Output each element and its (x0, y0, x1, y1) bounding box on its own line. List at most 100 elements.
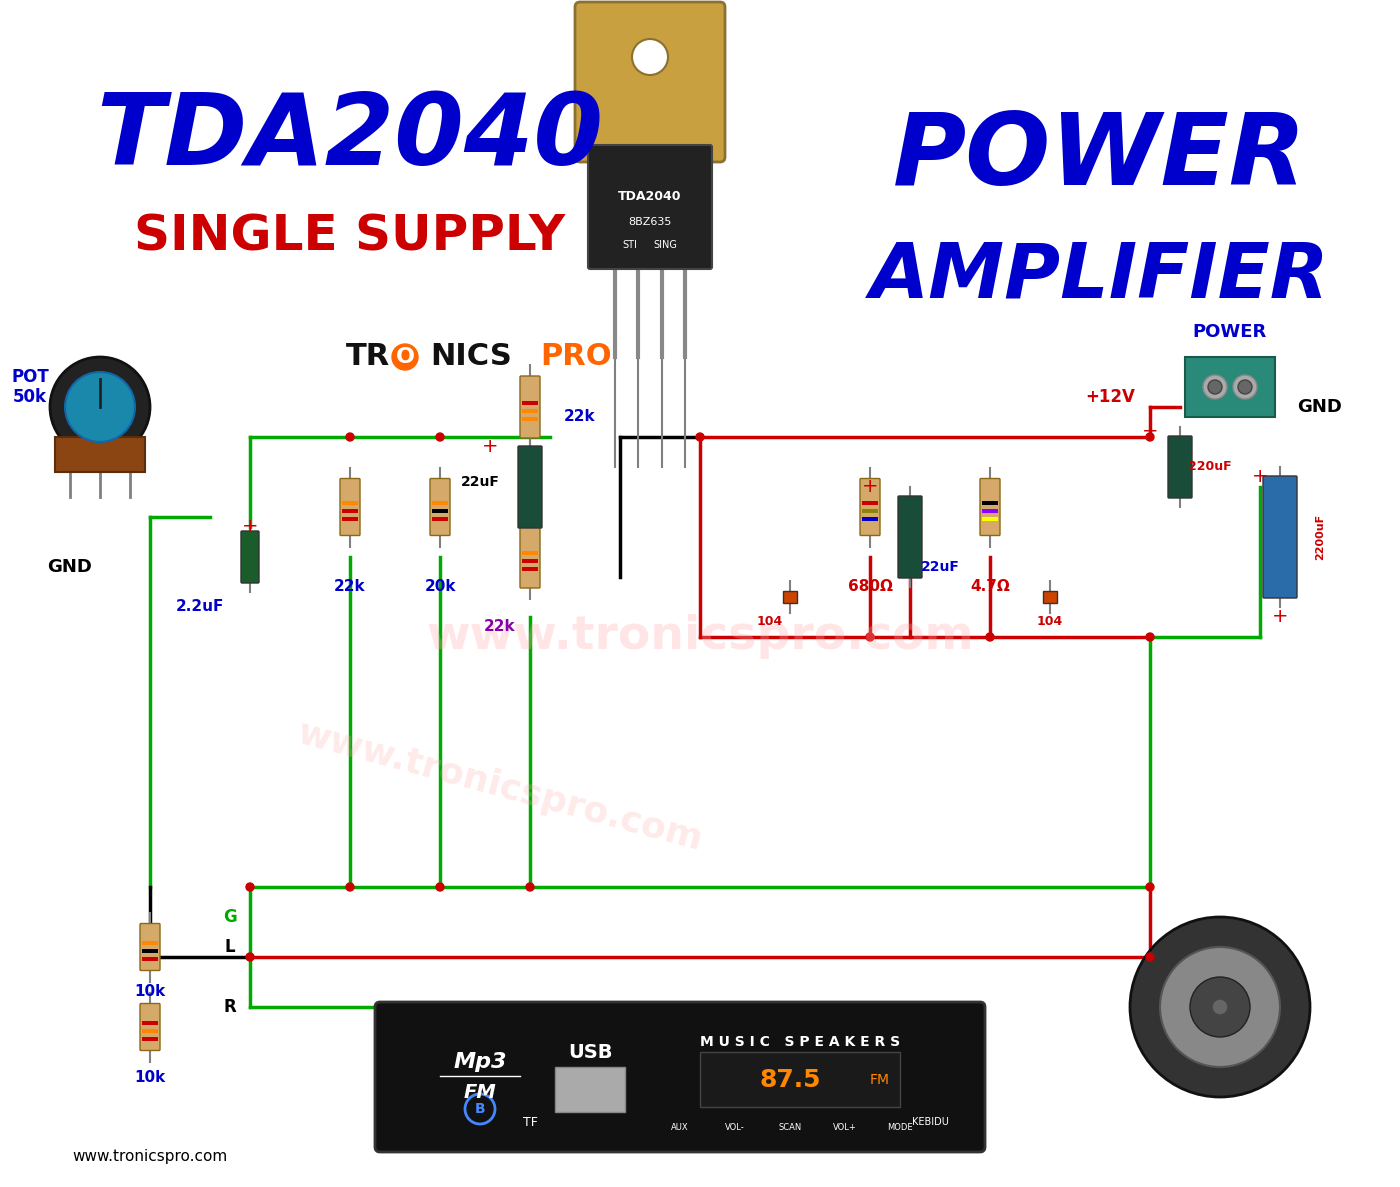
Text: USB: USB (568, 1042, 612, 1061)
Bar (141, 950, 158, 953)
Text: 87.5: 87.5 (759, 1068, 820, 1092)
FancyBboxPatch shape (340, 478, 360, 535)
FancyBboxPatch shape (375, 1002, 986, 1153)
Text: 22k: 22k (564, 410, 596, 425)
Bar (981, 490, 998, 494)
Circle shape (1147, 633, 1154, 641)
Bar (862, 490, 878, 494)
Text: MODE: MODE (888, 1123, 913, 1131)
Text: 8BZ635: 8BZ635 (629, 217, 672, 227)
Text: +12V: +12V (1085, 388, 1135, 406)
Text: FM: FM (869, 1073, 890, 1087)
Text: 220uF: 220uF (1189, 461, 1232, 474)
Circle shape (1130, 918, 1310, 1097)
Bar (141, 1021, 158, 1024)
FancyBboxPatch shape (140, 1003, 160, 1050)
Circle shape (1190, 977, 1250, 1037)
Text: GND: GND (48, 558, 92, 576)
Text: NICS: NICS (430, 343, 512, 372)
Text: M U S I C   S P E A K E R S: M U S I C S P E A K E R S (700, 1035, 900, 1049)
Text: POWER: POWER (1193, 323, 1267, 341)
Circle shape (1147, 953, 1154, 961)
Text: 4.7Ω: 4.7Ω (970, 579, 1009, 595)
Bar (522, 551, 538, 554)
FancyBboxPatch shape (897, 496, 923, 578)
Circle shape (435, 883, 444, 891)
Bar (700, 1052, 900, 1107)
Text: L: L (224, 938, 235, 956)
Text: O: O (395, 347, 414, 367)
Circle shape (346, 433, 354, 442)
Bar (141, 931, 158, 934)
Bar (342, 518, 358, 521)
Circle shape (435, 433, 444, 442)
Circle shape (1161, 947, 1280, 1067)
Text: 10k: 10k (134, 984, 165, 999)
Text: 20k: 20k (424, 579, 456, 595)
Text: www.tronicspro.com: www.tronicspro.com (294, 717, 707, 857)
Bar (141, 941, 158, 945)
Circle shape (1212, 999, 1228, 1015)
Bar (433, 490, 448, 494)
Bar (522, 567, 538, 571)
Circle shape (392, 344, 419, 370)
Bar (433, 501, 448, 504)
FancyBboxPatch shape (588, 145, 713, 269)
Bar (522, 401, 538, 405)
Circle shape (1147, 433, 1154, 442)
Text: TDA2040: TDA2040 (619, 190, 682, 203)
Bar (141, 957, 158, 960)
FancyBboxPatch shape (519, 376, 540, 438)
Text: 104: 104 (757, 616, 783, 628)
Text: GND: GND (1298, 398, 1343, 415)
Text: +: + (1252, 468, 1268, 487)
FancyBboxPatch shape (241, 531, 259, 583)
Circle shape (696, 433, 704, 442)
Bar (141, 1010, 158, 1014)
Circle shape (1147, 883, 1154, 891)
Bar (522, 540, 538, 544)
Text: AUX: AUX (671, 1123, 689, 1131)
Text: TR: TR (346, 343, 391, 372)
Text: +: + (1142, 423, 1158, 442)
Bar (981, 518, 998, 521)
Circle shape (986, 633, 994, 641)
Bar (342, 490, 358, 494)
Text: +: + (242, 518, 258, 537)
Text: SING: SING (652, 240, 678, 250)
Circle shape (1238, 380, 1252, 394)
Bar (522, 417, 538, 421)
Bar (862, 501, 878, 504)
Bar (862, 518, 878, 521)
Bar (522, 391, 538, 394)
FancyBboxPatch shape (140, 923, 160, 971)
Circle shape (867, 633, 874, 641)
Text: www.tronicspro.com: www.tronicspro.com (426, 615, 974, 660)
Text: 2.2uF: 2.2uF (176, 599, 224, 615)
Text: 104: 104 (1037, 616, 1063, 628)
FancyBboxPatch shape (860, 478, 881, 535)
Bar (522, 559, 538, 563)
Text: TDA2040: TDA2040 (97, 89, 603, 185)
FancyBboxPatch shape (575, 2, 725, 161)
Text: VOL+: VOL+ (833, 1123, 857, 1131)
Circle shape (1208, 380, 1222, 394)
Text: 10k: 10k (134, 1069, 165, 1085)
Bar (141, 1037, 158, 1041)
Circle shape (631, 39, 668, 75)
Bar (141, 1029, 158, 1033)
Text: 680Ω: 680Ω (847, 579, 892, 595)
Bar (783, 591, 797, 603)
Bar (433, 509, 448, 513)
Bar (981, 501, 998, 504)
Text: +: + (1271, 608, 1288, 627)
Text: SINGLE SUPPLY: SINGLE SUPPLY (134, 212, 566, 261)
Text: TF: TF (522, 1116, 538, 1129)
Bar (342, 501, 358, 504)
Text: SCAN: SCAN (778, 1123, 802, 1131)
Circle shape (526, 883, 533, 891)
Bar (981, 509, 998, 513)
Text: +: + (482, 438, 498, 457)
Text: POWER: POWER (893, 108, 1306, 205)
Text: 22k: 22k (484, 620, 515, 635)
